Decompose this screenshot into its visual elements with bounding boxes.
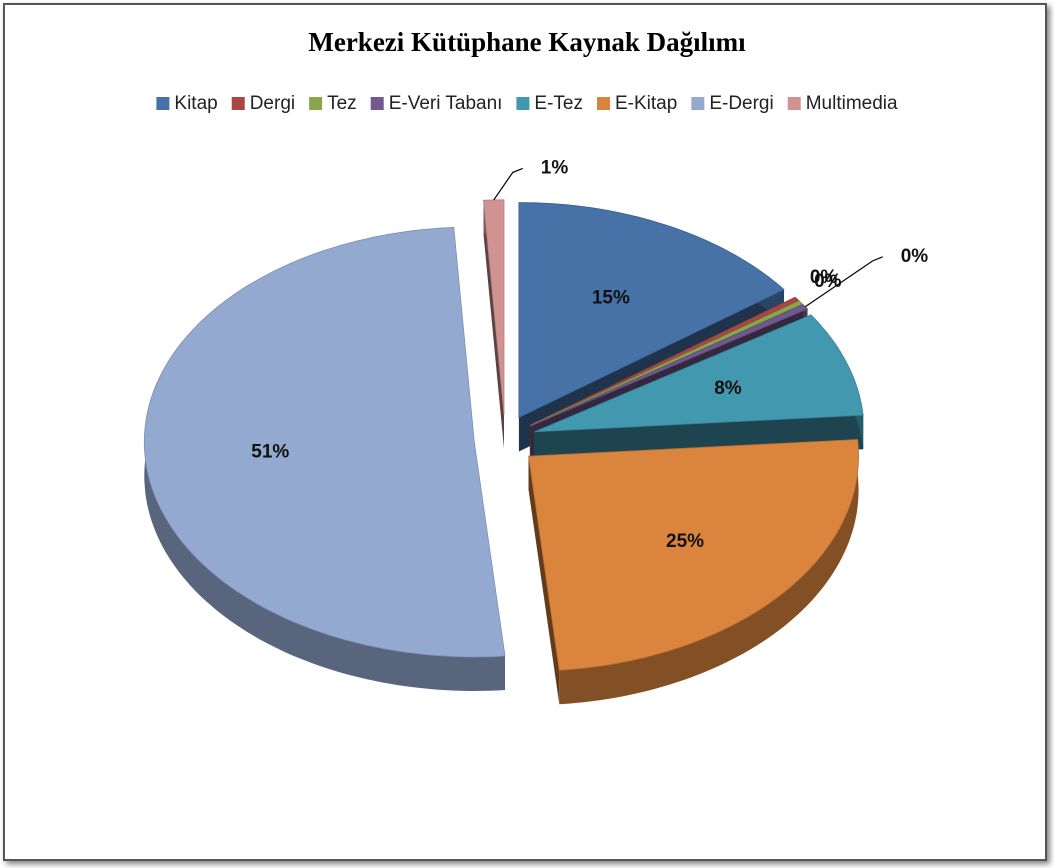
data-label: 1% — [541, 157, 569, 178]
data-label: 15% — [592, 287, 630, 308]
legend-swatch — [787, 97, 801, 110]
slice — [483, 199, 505, 415]
legend-swatch — [597, 97, 611, 110]
slice-side — [483, 200, 504, 449]
legend-label: Multimedia — [806, 93, 898, 114]
slice-side — [528, 456, 560, 705]
slice — [534, 314, 864, 433]
slice — [518, 202, 785, 419]
slice-side — [559, 439, 859, 705]
legend-label: E-Kitap — [615, 93, 677, 114]
legend-swatch — [309, 97, 323, 110]
slice — [143, 226, 506, 658]
slice — [528, 439, 860, 671]
data-label: 0% — [810, 267, 838, 288]
slice — [529, 296, 800, 426]
legend-label: Dergi — [250, 93, 295, 114]
data-label: 25% — [666, 531, 704, 552]
legend-swatch — [516, 97, 530, 110]
slice — [530, 300, 804, 426]
legend-label: Tez — [327, 93, 357, 114]
pie-labels: 15%0%0%0%8%25%51%1% — [251, 157, 928, 552]
slice — [530, 304, 809, 427]
legend-swatch — [370, 97, 384, 110]
legend-label: E-Dergi — [709, 93, 773, 114]
leader-line — [493, 167, 523, 201]
data-label: 0% — [814, 271, 842, 292]
legend-label: Kitap — [174, 93, 217, 114]
data-label: 51% — [251, 441, 289, 462]
legend-swatch — [156, 97, 170, 110]
chart-title: Merkezi Kütüphane Kaynak Dağılımı — [308, 27, 746, 57]
legend-label: E-Tez — [534, 93, 583, 114]
data-label: 8% — [714, 378, 742, 399]
legend: Kitap Dergi Tez E-Veri Tabanı E-Tez E-Kitap E-… — [156, 93, 898, 114]
legend-label: E-Veri Tabanı — [389, 93, 503, 114]
pie-tops — [143, 199, 864, 671]
legend-swatch — [691, 97, 705, 110]
legend-swatch — [231, 97, 245, 110]
leader-line — [804, 256, 883, 308]
data-label: 0% — [901, 246, 929, 267]
